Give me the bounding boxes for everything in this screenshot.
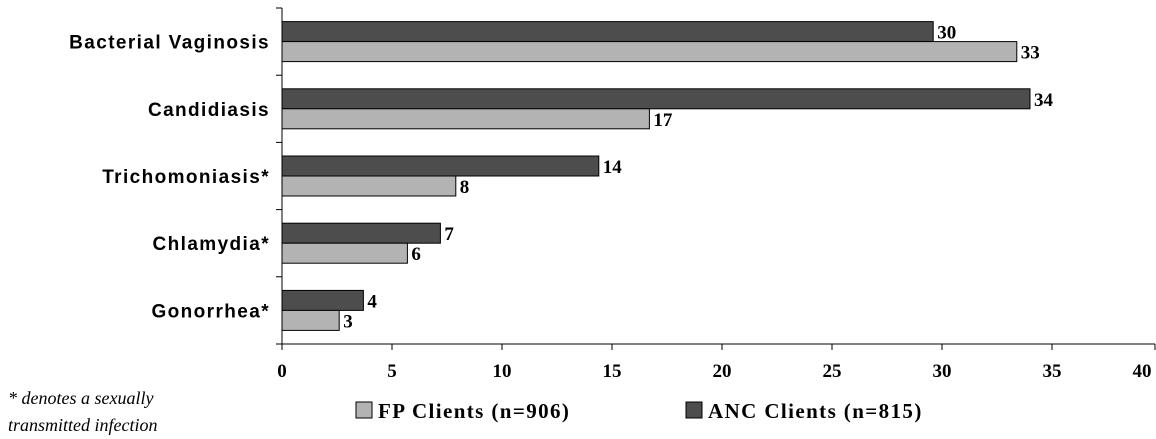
data-label-chlamydia-anc: 7 [444,224,454,245]
legend-swatch-anc-clients [685,401,703,419]
data-label-bacterial-vaginosis-anc: 30 [937,23,956,44]
legend-label-fp-clients: FP Clients (n=906) [378,399,570,423]
x-tick-label-40: 40 [1133,361,1152,382]
footnote-line-1: * denotes a sexually [8,388,154,408]
data-label-candidiasis-fp: 17 [653,110,673,131]
bar-candidiasis-fp [281,108,650,130]
x-tick-label-25: 25 [823,361,842,382]
bar-trichomoniasis-anc [281,155,600,177]
legend-label-anc-clients: ANC Clients (n=815) [708,399,923,423]
data-label-bacterial-vaginosis-fp: 33 [1021,43,1040,64]
data-labels: 30 33 34 17 14 8 7 6 43 [343,23,1053,333]
legend-swatch-fp-clients [355,401,373,419]
data-label-gonorrhea-anc: 4 [367,291,377,312]
legend: FP Clients (n=906) ANC Clients (n=815) [355,399,923,423]
bars [281,21,1031,331]
footnote: * denotes a sexually transmitted infecti… [8,385,228,439]
x-tick-label-10: 10 [493,361,512,382]
bar-chlamydia-fp [281,242,408,264]
bar-chlamydia-anc [281,222,441,244]
bar-bacterial-vaginosis-anc [281,21,934,43]
x-tick-label-30: 30 [933,361,952,382]
x-tick-label-35: 35 [1043,361,1062,382]
footnote-line-2: transmitted infection [8,415,158,435]
x-tick-labels: 0 5 10 15 20 25 30 35 40 [277,361,1151,382]
data-label-candidiasis-anc: 34 [1034,90,1054,111]
bar-trichomoniasis-fp [281,175,457,197]
data-label-trichomoniasis-anc: 14 [603,157,623,178]
bar-gonorrhea-fp [281,309,340,331]
bar-gonorrhea-anc [281,289,364,311]
bar-candidiasis-anc [281,88,1031,110]
data-label-trichomoniasis-fp: 8 [460,177,470,198]
category-labels: Bacterial Vaginosis Candidiasis Trichomoni… [69,33,270,323]
x-tick-label-15: 15 [603,361,622,382]
category-label-candidiasis: Candidiasis [148,100,270,121]
category-label-gonorrhea: Gonorrhea* [151,301,270,322]
axes [276,7,1156,350]
category-label-bacterial-vaginosis: Bacterial Vaginosis [69,33,270,54]
x-tick-label-20: 20 [713,361,732,382]
x-tick-label-5: 5 [387,361,397,382]
data-label-chlamydia-fp: 6 [411,244,421,265]
category-label-trichomoniasis: Trichomoniasis* [102,167,270,188]
bar-bacterial-vaginosis-fp [281,41,1018,63]
x-tick-label-0: 0 [277,361,287,382]
category-label-chlamydia: Chlamydia* [153,234,270,255]
data-label-gonorrhea-fp: 3 [343,311,353,332]
